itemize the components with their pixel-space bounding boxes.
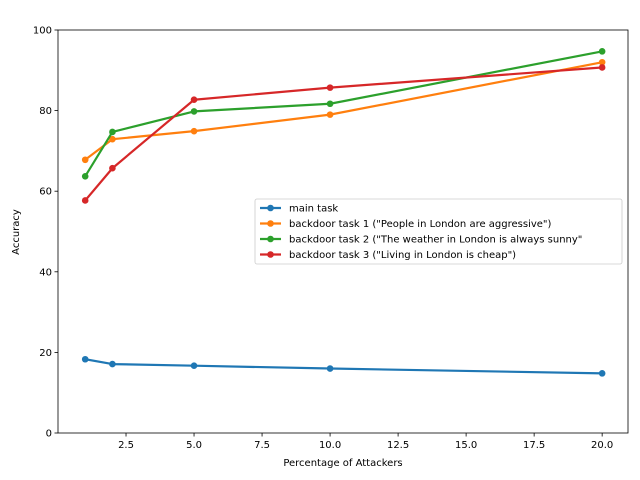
axes-frame (57, 29, 629, 434)
data-point (598, 370, 606, 377)
legend-label: backdoor task 1 ("People in London are a… (289, 219, 552, 230)
legend-box (254, 198, 623, 265)
legend-label: backdoor task 2 ("The weather in London … (289, 235, 582, 246)
legend-item: backdoor task 1 ("People in London are a… (260, 219, 552, 230)
y-tick-label: 80 (39, 106, 52, 117)
x-tick-label: 20.0 (591, 440, 613, 451)
x-tick-label: 2.5 (118, 440, 134, 451)
series-line (83, 357, 604, 375)
y-axis: 0 20 40 60 80 100 (33, 26, 58, 440)
data-point (190, 96, 198, 104)
data-point (81, 197, 89, 204)
legend-label: main task (289, 204, 338, 215)
series-4 (81, 64, 606, 204)
y-tick-label: 20 (39, 348, 52, 359)
y-tick-label: 100 (33, 26, 52, 37)
legend-item: backdoor task 3 ("Living in London is ch… (260, 250, 516, 261)
data-point (326, 365, 334, 372)
y-tick-label: 60 (39, 187, 52, 198)
data-point (190, 127, 198, 135)
legend: main task backdoor task 1 ("People in Lon… (254, 198, 623, 265)
series-2 (81, 58, 606, 164)
legend-swatch-marker (267, 204, 274, 212)
data-point (109, 128, 116, 136)
series-line (83, 60, 604, 162)
data-point (598, 64, 606, 71)
series-3 (81, 48, 606, 180)
x-axis-label: Percentage of Attackers (283, 458, 402, 469)
plot-area (81, 48, 606, 377)
legend-label: backdoor task 3 ("Living in London is ch… (289, 250, 516, 261)
data-point (598, 58, 606, 66)
data-point (326, 100, 334, 108)
data-point (109, 164, 116, 172)
legend-item: main task (260, 204, 338, 215)
x-tick-label: 17.5 (523, 440, 545, 451)
legend-swatch-marker (267, 220, 274, 227)
data-point (598, 48, 606, 55)
x-tick-label: 7.5 (254, 440, 270, 451)
y-tick-label: 0 (46, 429, 52, 440)
y-axis-label: Accuracy (11, 209, 22, 255)
legend-swatch-marker (267, 251, 274, 258)
legend-swatch-marker (267, 235, 274, 243)
data-point (81, 156, 89, 164)
y-tick-label: 40 (39, 267, 52, 278)
data-point (109, 135, 116, 143)
data-point (190, 362, 198, 369)
data-point (109, 360, 116, 368)
series-1 (81, 355, 606, 377)
data-point (326, 111, 334, 118)
data-point (81, 172, 89, 180)
series-line (83, 50, 604, 178)
x-tick-label: 5.0 (186, 440, 202, 451)
data-point (190, 108, 198, 115)
data-point (81, 355, 89, 363)
x-tick-label: 15.0 (455, 440, 477, 451)
legend-item: backdoor task 2 ("The weather in London … (260, 235, 582, 246)
x-tick-label: 10.0 (319, 440, 341, 451)
x-tick-label: 12.5 (387, 440, 409, 451)
x-axis: 2.5 5.0 7.5 10.0 12.5 15.0 17.5 20.0 (118, 433, 613, 451)
data-point (326, 84, 334, 91)
